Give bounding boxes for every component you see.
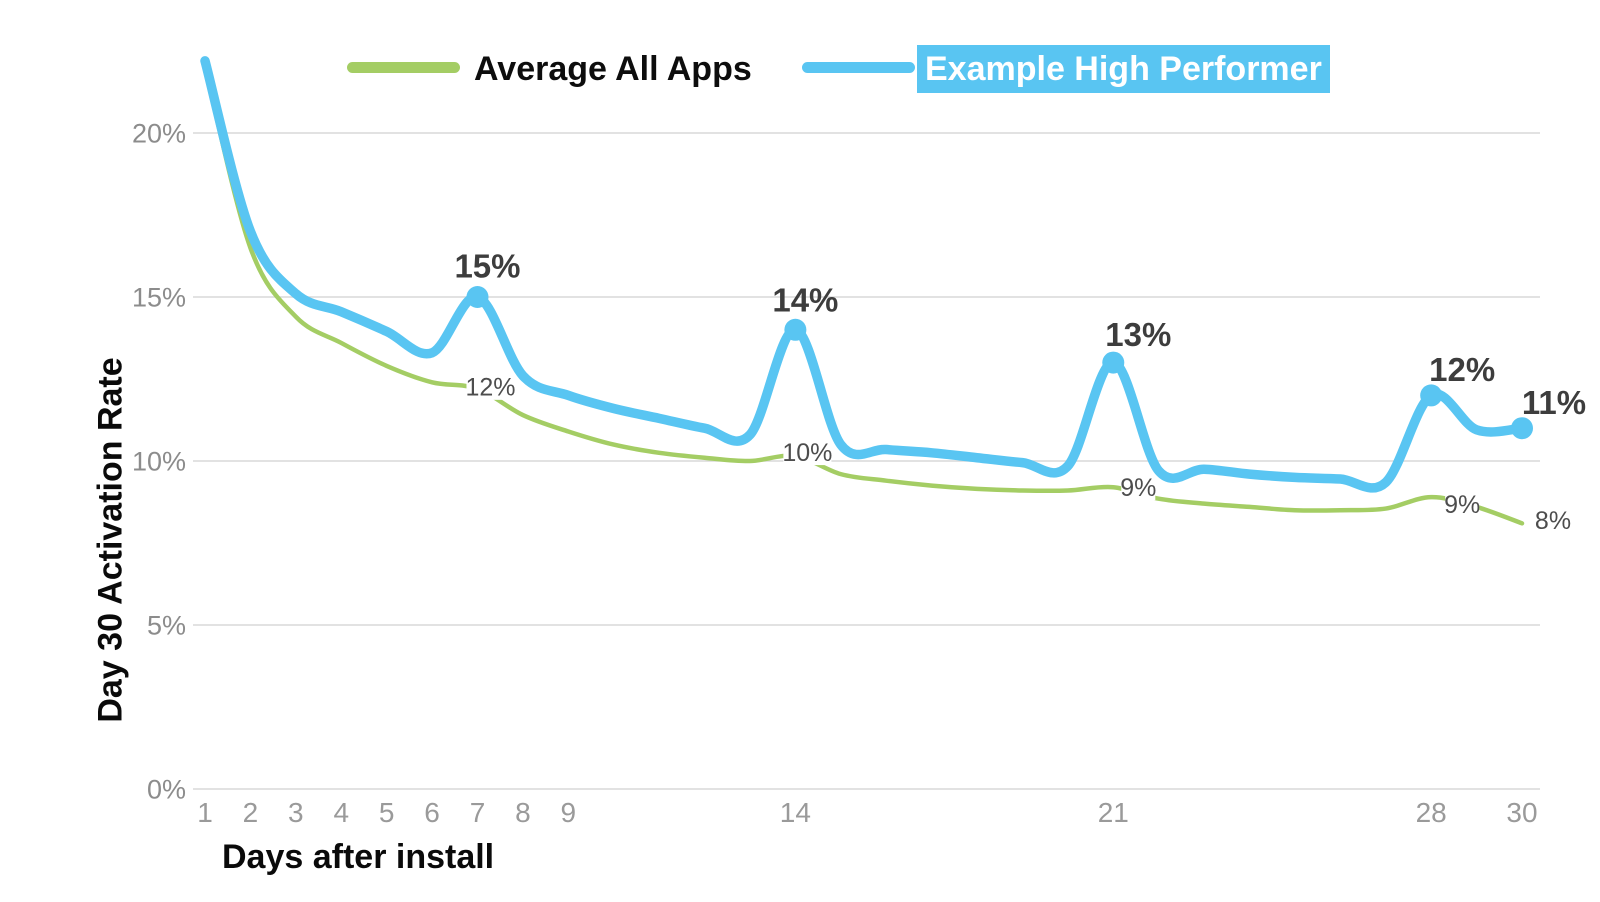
inline-label-gap [1536, 507, 1571, 534]
peak-dot-day-14 [784, 318, 807, 341]
legend-swatch-example-high-performer [802, 62, 915, 73]
inline-value-label-day-7: 12% [465, 374, 515, 402]
peak-dot-day-28 [1420, 384, 1443, 407]
peak-value-label-day-21: 13% [1105, 316, 1171, 353]
x-axis-title: Days after install [222, 838, 495, 876]
x-tick-label: 4 [333, 797, 349, 828]
inline-value-label-day-30: 8% [1535, 507, 1571, 535]
legend-label-average-all-apps: Average All Apps [474, 50, 752, 88]
inline-value-label-day-14: 10% [782, 439, 832, 467]
y-tick-label: 15% [132, 282, 186, 312]
peak-dot-day-7 [466, 286, 489, 308]
x-tick-label: 8 [515, 797, 531, 828]
x-tick-label: 6 [424, 797, 440, 828]
x-tick-label: 9 [561, 797, 577, 828]
y-tick-label: 5% [147, 610, 186, 640]
x-tick-label: 3 [288, 797, 304, 828]
peak-dot-day-30 [1511, 417, 1534, 440]
peak-value-label-day-7: 15% [454, 248, 520, 285]
x-tick-label: 30 [1506, 797, 1537, 828]
peak-value-label-day-28: 12% [1429, 351, 1495, 388]
series-line-example-high-performer [200, 56, 1527, 493]
legend-label-example-high-performer: Example High Performer [917, 45, 1330, 93]
x-tick-label: 7 [470, 797, 486, 828]
y-tick-label: 10% [132, 446, 186, 476]
x-tick-label: 14 [780, 797, 811, 828]
legend-swatch-average-all-apps [347, 62, 460, 73]
x-tick-label: 21 [1098, 797, 1129, 828]
y-tick-label: 0% [147, 774, 186, 804]
peak-value-label-day-14: 14% [772, 281, 838, 318]
x-tick-label: 1 [197, 797, 213, 828]
inline-label-gap [466, 373, 515, 400]
inline-label-gap [783, 439, 832, 466]
y-axis-title: Day 30 Activation Rate [91, 357, 130, 723]
y-tick-label: 20% [132, 118, 186, 148]
series-line-average-all-apps [202, 65, 1525, 526]
inline-label-gap [1445, 491, 1480, 518]
x-tick-label: 28 [1416, 797, 1447, 828]
peak-value-label-day-30: 11% [1522, 384, 1586, 421]
x-tick-label: 5 [379, 797, 395, 828]
inline-value-label-day-21: 9% [1120, 474, 1156, 502]
x-tick-label: 2 [243, 797, 259, 828]
peak-dot-day-21 [1102, 351, 1125, 374]
inline-value-label-day-28: 9% [1444, 491, 1480, 519]
inline-label-gap [1121, 474, 1156, 501]
